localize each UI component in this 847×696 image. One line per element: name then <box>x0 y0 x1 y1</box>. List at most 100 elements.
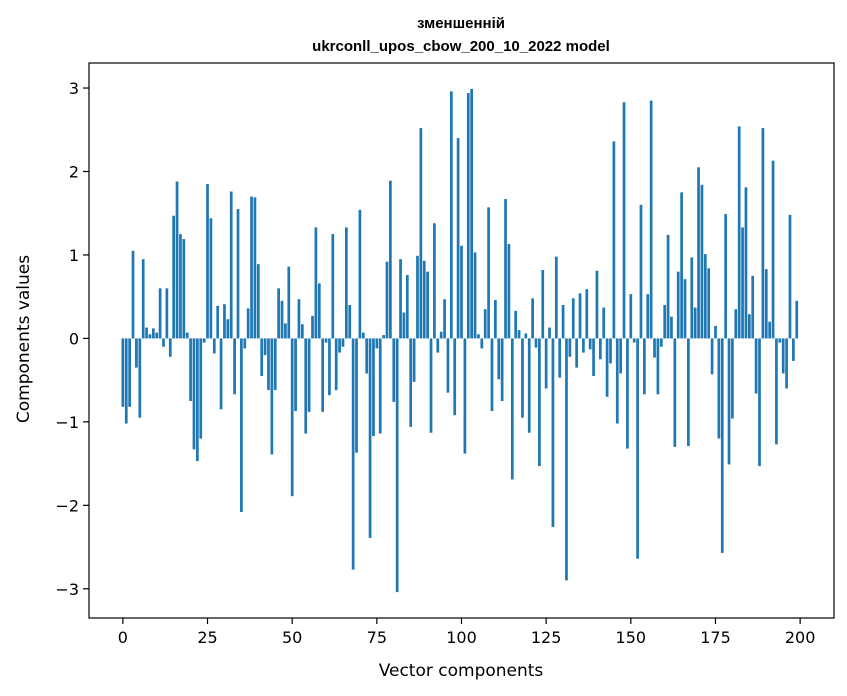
bar <box>707 268 711 339</box>
bar <box>758 338 761 467</box>
bar <box>236 209 240 339</box>
bar <box>558 338 562 378</box>
bar <box>632 338 636 343</box>
bar <box>422 260 426 339</box>
x-axis-ticks: 0 25 50 75 100 125 150 175 200 <box>118 618 815 647</box>
bar <box>741 227 744 339</box>
bar <box>737 126 741 339</box>
bar <box>287 266 291 339</box>
bar <box>541 269 545 339</box>
y-tick-label: −3 <box>55 580 79 599</box>
bar <box>494 300 497 339</box>
bar <box>517 330 521 339</box>
bar <box>314 227 318 339</box>
bar <box>548 327 551 339</box>
bar <box>775 338 778 445</box>
bar <box>673 338 677 447</box>
bar <box>504 199 507 339</box>
bar <box>345 227 348 339</box>
bars-group <box>121 88 799 593</box>
bar <box>521 338 524 418</box>
bar <box>761 128 765 339</box>
bar <box>710 338 714 375</box>
bar <box>219 338 223 410</box>
bar <box>609 338 612 364</box>
bar <box>290 338 294 497</box>
bar <box>582 338 585 353</box>
bar <box>426 271 429 339</box>
bar <box>321 338 325 412</box>
bar <box>131 250 135 339</box>
bar <box>121 338 125 407</box>
bar <box>233 338 236 395</box>
bar <box>128 338 131 407</box>
bar <box>192 338 196 450</box>
bar <box>172 215 176 339</box>
bar <box>372 338 375 437</box>
bar <box>595 270 599 339</box>
bar <box>619 338 623 374</box>
x-tick-label: 125 <box>531 628 562 647</box>
bar <box>389 180 392 339</box>
bar <box>602 307 606 339</box>
bar <box>781 338 785 374</box>
bar <box>568 338 572 357</box>
bar <box>544 338 548 389</box>
bar <box>490 338 494 412</box>
bar <box>727 338 731 465</box>
bar <box>365 338 369 374</box>
bar <box>477 334 480 339</box>
bar <box>449 91 453 339</box>
bar <box>124 338 128 424</box>
bar <box>744 187 748 339</box>
bar <box>399 259 402 339</box>
bar <box>466 93 470 339</box>
bar <box>138 338 142 418</box>
y-axis-label: Components values <box>14 255 34 423</box>
x-axis-label: Vector components <box>379 661 544 681</box>
bar <box>500 338 504 401</box>
bar <box>507 244 511 339</box>
bar <box>693 307 697 339</box>
bar <box>480 338 484 349</box>
bar <box>355 338 358 453</box>
bar <box>223 304 226 339</box>
y-tick-label: −2 <box>55 496 79 515</box>
bar <box>395 338 399 593</box>
bar <box>551 338 555 528</box>
bar <box>145 327 148 339</box>
y-tick-label: 0 <box>69 329 79 348</box>
bar <box>216 305 220 339</box>
bar <box>378 338 382 434</box>
bar <box>419 128 423 339</box>
bar <box>317 283 321 339</box>
bar <box>653 338 656 358</box>
bar <box>578 293 582 339</box>
bar <box>724 214 727 339</box>
bar <box>470 88 474 339</box>
bar <box>524 333 528 339</box>
bar <box>473 252 477 339</box>
bar <box>273 338 277 391</box>
bar <box>639 204 643 339</box>
plot-frame <box>88 62 835 619</box>
bar <box>409 338 413 427</box>
bar <box>629 294 633 339</box>
bar <box>588 338 592 350</box>
bar <box>565 338 568 581</box>
bar <box>514 310 518 339</box>
bar <box>277 288 280 339</box>
bar <box>280 300 284 339</box>
bar <box>554 256 558 339</box>
bar <box>405 274 409 339</box>
y-tick-label: 3 <box>69 79 79 98</box>
bar <box>256 264 260 339</box>
bar <box>697 167 700 339</box>
bar <box>751 275 755 339</box>
bar <box>622 102 626 339</box>
bar <box>300 324 304 339</box>
bar <box>439 331 443 339</box>
bar <box>412 338 416 382</box>
y-tick-label: −1 <box>55 413 79 432</box>
